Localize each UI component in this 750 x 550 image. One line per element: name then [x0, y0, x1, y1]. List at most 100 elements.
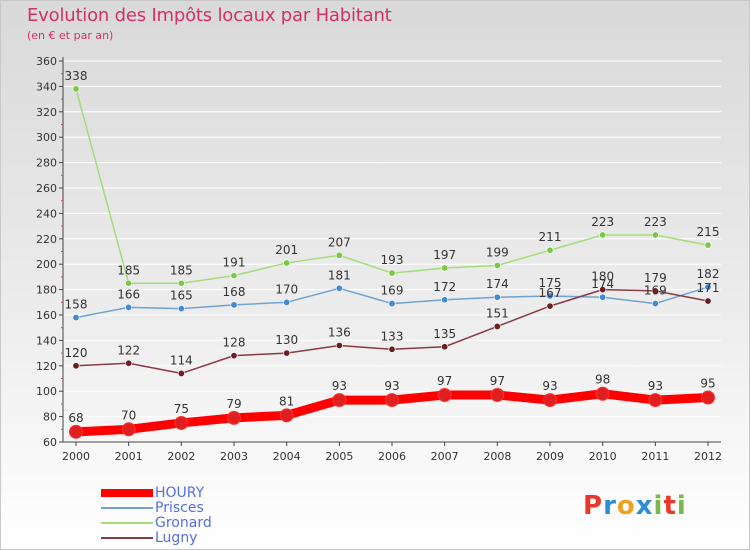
data-label-gronard: 223: [591, 215, 614, 229]
data-point-houry: [543, 393, 557, 408]
data-point-prisces: [125, 303, 133, 311]
data-point-lugny: [599, 286, 607, 294]
data-point-lugny: [335, 341, 343, 349]
data-label-gronard: 223: [644, 215, 667, 229]
x-tick-label: 2007: [431, 450, 459, 463]
data-point-houry: [437, 388, 452, 403]
logo-letter: r: [603, 491, 617, 521]
data-point-gronard: [283, 259, 291, 267]
data-point-lugny: [388, 345, 396, 353]
data-label-lugny: 120: [65, 346, 88, 360]
data-point-lugny: [230, 352, 238, 360]
legend-item-prisces: Prisces: [101, 500, 301, 516]
logo-letter: x: [635, 491, 654, 521]
data-label-gronard: 201: [275, 243, 298, 257]
data-label-houry: 81: [279, 394, 294, 408]
data-label-prisces: 170: [275, 282, 298, 296]
data-label-gronard: 207: [328, 235, 351, 249]
x-tick-label: 2011: [641, 450, 669, 463]
logo-letter: i: [676, 491, 687, 521]
data-point-prisces: [230, 301, 238, 309]
data-label-houry: 93: [542, 379, 557, 393]
legend-swatch-lugny: [101, 537, 153, 539]
data-point-prisces: [177, 305, 185, 313]
logo-letter: t: [663, 491, 677, 521]
data-point-houry: [121, 422, 136, 437]
data-point-gronard: [704, 241, 712, 249]
data-point-lugny: [493, 322, 501, 330]
legend-swatch-houry: [101, 489, 153, 497]
data-label-houry: 95: [700, 377, 715, 391]
data-point-gronard: [441, 264, 449, 272]
data-point-gronard: [125, 279, 133, 287]
data-label-houry: 97: [437, 374, 452, 388]
data-point-prisces: [441, 296, 449, 304]
y-tick-label: 180: [36, 284, 57, 297]
logo-letter: o: [616, 491, 636, 521]
y-tick-label: 280: [36, 157, 57, 170]
data-point-gronard: [599, 231, 607, 239]
data-label-gronard: 215: [697, 225, 720, 239]
data-point-gronard: [388, 269, 396, 277]
y-tick-label: 260: [36, 182, 57, 195]
y-tick-label: 360: [36, 55, 57, 68]
data-label-prisces: 168: [223, 285, 246, 299]
data-label-gronard: 211: [539, 230, 562, 244]
data-label-lugny: 167: [539, 286, 562, 300]
data-label-lugny: 179: [644, 271, 667, 285]
x-tick-label: 2000: [62, 450, 90, 463]
logo-letter: P: [583, 491, 604, 521]
data-label-lugny: 151: [486, 306, 509, 320]
x-tick-label: 2009: [536, 450, 564, 463]
y-tick-label: 240: [36, 207, 57, 220]
data-label-prisces: 158: [65, 298, 88, 312]
x-tick-label: 2001: [115, 450, 143, 463]
data-point-houry: [69, 424, 83, 439]
data-point-prisces: [72, 314, 80, 322]
data-point-lugny: [177, 369, 185, 377]
data-label-gronard: 185: [170, 263, 193, 277]
chart-title: Evolution des Impôts locaux par Habitant: [27, 5, 392, 26]
data-point-lugny: [704, 297, 712, 305]
data-point-prisces: [651, 300, 659, 308]
data-point-gronard: [72, 85, 80, 93]
data-point-houry: [227, 410, 241, 425]
y-tick-label: 160: [36, 309, 57, 322]
y-tick-label: 340: [36, 80, 57, 93]
legend-label-houry: HOURY: [155, 485, 205, 501]
data-point-houry: [701, 390, 715, 405]
data-point-prisces: [704, 283, 712, 291]
data-point-houry: [279, 408, 294, 423]
data-label-lugny: 130: [275, 333, 298, 347]
data-label-houry: 68: [68, 411, 83, 425]
data-point-prisces: [599, 293, 607, 301]
data-point-lugny: [125, 359, 133, 367]
data-point-gronard: [493, 261, 501, 269]
data-point-gronard: [177, 279, 185, 287]
data-label-lugny: 114: [170, 353, 193, 367]
data-point-lugny: [283, 349, 291, 357]
data-label-prisces: 169: [644, 284, 667, 298]
data-label-lugny: 122: [117, 343, 140, 357]
data-label-houry: 70: [121, 408, 136, 422]
data-label-lugny: 180: [591, 270, 614, 284]
y-tick-label: 320: [36, 106, 57, 119]
data-point-lugny: [441, 343, 449, 351]
data-point-houry: [385, 393, 399, 408]
data-label-gronard: 338: [65, 69, 88, 83]
data-point-gronard: [651, 231, 659, 239]
legend-item-gronard: Gronard: [101, 515, 301, 531]
data-point-houry: [595, 386, 610, 401]
x-tick-label: 2012: [694, 450, 722, 463]
y-tick-label: 60: [43, 436, 57, 449]
x-tick-label: 2006: [378, 450, 406, 463]
legend-item-lugny: Lugny: [101, 530, 301, 546]
data-label-prisces: 182: [697, 267, 720, 281]
data-label-prisces: 172: [433, 280, 456, 294]
data-point-prisces: [546, 292, 554, 300]
data-point-lugny: [72, 362, 80, 370]
data-label-gronard: 191: [223, 256, 246, 270]
data-point-houry: [648, 393, 663, 408]
